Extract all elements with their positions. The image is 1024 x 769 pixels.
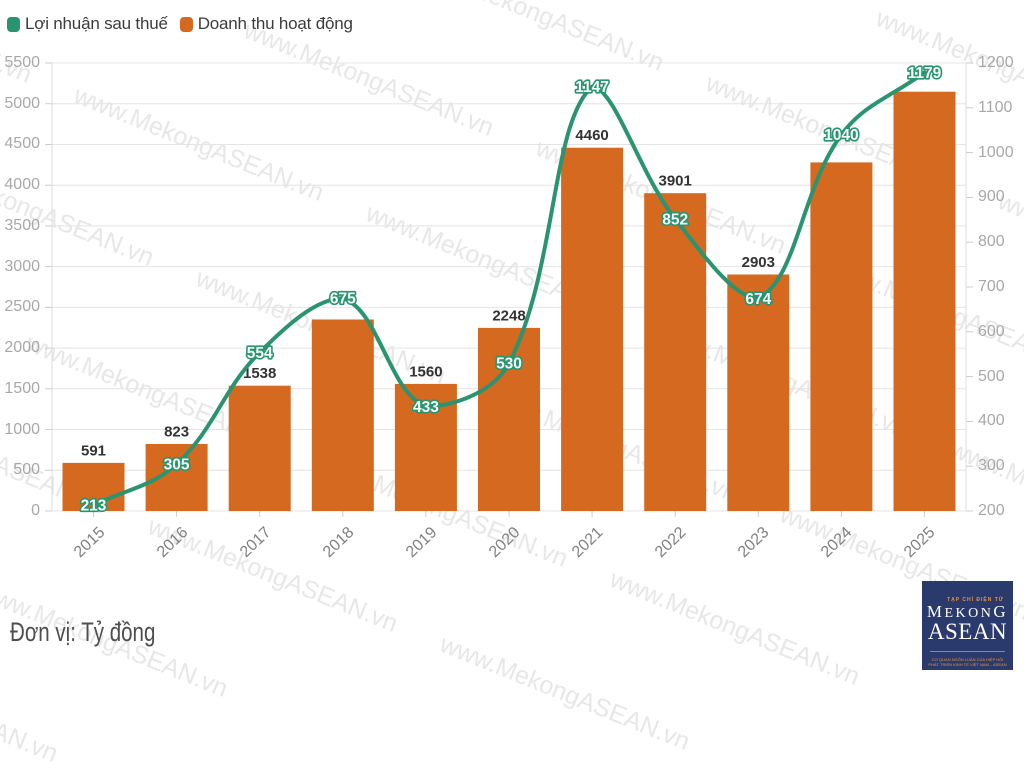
svg-text:1560: 1560: [409, 363, 442, 380]
svg-text:852: 852: [662, 211, 688, 228]
svg-text:1179: 1179: [908, 65, 942, 82]
svg-text:823: 823: [164, 424, 189, 441]
svg-text:1040: 1040: [824, 127, 858, 144]
svg-text:1538: 1538: [243, 365, 276, 382]
svg-text:2248: 2248: [492, 307, 525, 324]
svg-text:4460: 4460: [575, 127, 608, 144]
svg-text:213: 213: [81, 498, 107, 515]
svg-text:433: 433: [413, 399, 439, 416]
svg-text:3901: 3901: [659, 173, 692, 190]
svg-text:305: 305: [164, 457, 190, 474]
svg-text:674: 674: [745, 291, 771, 308]
svg-text:2903: 2903: [742, 254, 775, 271]
svg-text:1147: 1147: [575, 79, 609, 96]
svg-text:530: 530: [496, 356, 522, 373]
svg-text:675: 675: [330, 291, 356, 308]
svg-text:554: 554: [247, 345, 273, 362]
svg-text:591: 591: [81, 442, 106, 459]
